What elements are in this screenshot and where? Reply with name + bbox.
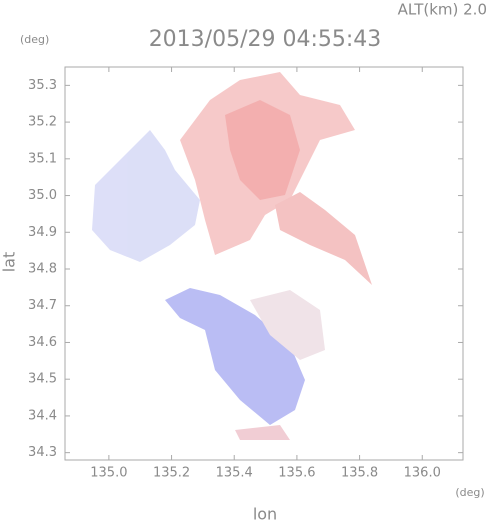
chart-title: 2013/05/29 04:55:43	[149, 27, 382, 52]
y-unit: (deg)	[20, 33, 49, 46]
x-axis-label: lon	[253, 505, 277, 521]
y-tick-label: 34.6	[28, 335, 57, 350]
x-unit: (deg)	[455, 486, 484, 499]
y-tick-label: 35.2	[28, 115, 57, 130]
x-tick-label: 135.8	[341, 466, 378, 481]
altitude-label: ALT(km) 2.0	[398, 1, 487, 19]
y-tick-label: 34.7	[28, 298, 57, 313]
echo-region	[225, 100, 300, 200]
y-tick-label: 35.1	[28, 151, 57, 166]
y-tick-label: 35.3	[28, 78, 57, 93]
y-tick-label: 35.0	[28, 188, 57, 203]
x-tick-label: 135.0	[90, 466, 127, 481]
y-tick-label: 34.3	[28, 445, 57, 460]
x-tick-label: 136.0	[404, 466, 441, 481]
echo-region	[165, 288, 305, 425]
y-axis-label: lat	[0, 252, 19, 273]
y-tick-label: 34.5	[28, 372, 57, 387]
echo-region	[275, 192, 372, 285]
echo-region	[92, 130, 200, 262]
x-tick-label: 135.4	[216, 466, 253, 481]
y-tick-label: 34.9	[28, 225, 57, 240]
x-tick-label: 135.2	[153, 466, 190, 481]
plot-frame	[64, 66, 464, 461]
y-tick-label: 34.4	[28, 408, 57, 423]
echo-region	[235, 425, 290, 440]
echo-region	[250, 290, 325, 360]
y-tick-label: 34.8	[28, 262, 57, 277]
radar-echoes	[92, 72, 372, 440]
x-tick-label: 135.6	[278, 466, 315, 481]
